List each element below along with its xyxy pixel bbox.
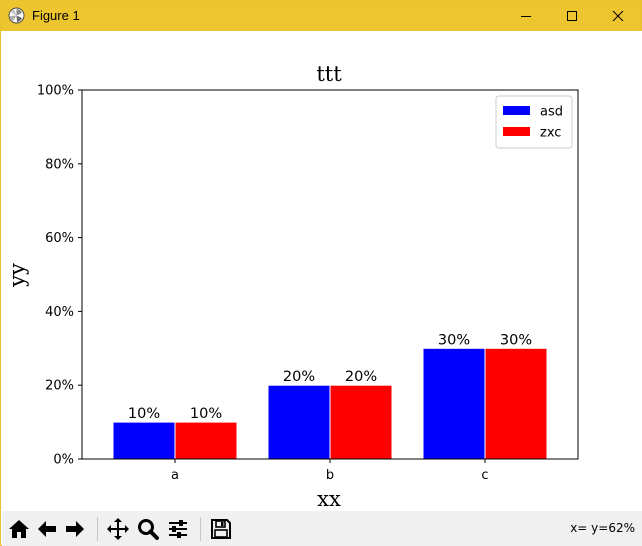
data-label-asd-b: 20% [283,369,315,385]
arrow-left-icon [38,521,56,537]
toolbar-separator [97,517,98,541]
bar-chart: ttt xx yy 10% 20% 30% 10% 20% 30% 0% 20% 40% 60%… [5,62,579,511]
y-tick-label: 80% [45,157,74,172]
data-label-zxc-a: 10% [190,406,222,422]
pan-button[interactable] [105,516,131,542]
legend-swatch-zxc [503,127,530,136]
configure-subplots-button[interactable] [165,516,191,542]
close-icon [612,10,624,22]
minimize-button[interactable] [503,1,549,31]
bar-zxc-b [329,384,393,460]
bar-zxc-a [174,421,238,460]
zoom-button[interactable] [135,516,161,542]
matplotlib-logo-icon [8,7,25,24]
data-label-asd-a: 10% [128,406,160,422]
y-tick-label: 0% [53,453,74,468]
forward-button[interactable] [62,516,88,542]
data-label-zxc-c: 30% [500,332,532,348]
x-tick-label: a [171,468,179,483]
x-axis-label: xx [317,487,341,511]
window-title: Figure 1 [32,8,80,23]
save-button[interactable] [208,516,234,542]
magnifier-icon [138,519,159,540]
bar-zxc-c [484,347,548,460]
home-button[interactable] [6,516,32,542]
bar-asd-b [267,384,331,460]
home-icon [9,520,29,538]
y-tick-label: 60% [45,231,74,246]
data-label-zxc-b: 20% [345,369,377,385]
maximize-button[interactable] [549,1,595,31]
close-button[interactable] [595,1,641,31]
y-tick-label: 20% [45,379,74,394]
y-axis-label: yy [5,263,29,288]
chart-title: ttt [316,62,342,86]
sliders-icon [169,520,187,538]
x-tick-label: b [326,468,334,483]
bar-asd-a [112,421,176,460]
figure-canvas[interactable]: ttt xx yy 10% 20% 30% 10% 20% 30% 0% 20% 40% 60%… [2,31,642,511]
move-icon [107,518,129,540]
bar-asd-c [422,347,486,460]
legend: asd zxc [495,95,573,149]
title-bar[interactable]: Figure 1 [1,1,641,31]
arrow-right-icon [66,521,84,537]
toolbar-separator [200,517,201,541]
legend-label-zxc: zxc [540,126,561,141]
axes-frame [81,89,579,460]
legend-swatch-asd [503,106,530,115]
minimize-icon [521,16,531,17]
y-tick-label: 100% [37,84,74,99]
maximize-icon [567,11,577,21]
floppy-disk-icon [211,519,231,539]
back-button[interactable] [34,516,60,542]
cursor-coordinates: x= y=62% [570,521,635,535]
navigation-toolbar: x= y=62% [2,511,642,546]
legend-label-asd: asd [540,105,563,120]
data-label-asd-c: 30% [438,332,470,348]
y-tick-label: 40% [45,305,74,320]
x-tick-label: c [481,468,488,483]
